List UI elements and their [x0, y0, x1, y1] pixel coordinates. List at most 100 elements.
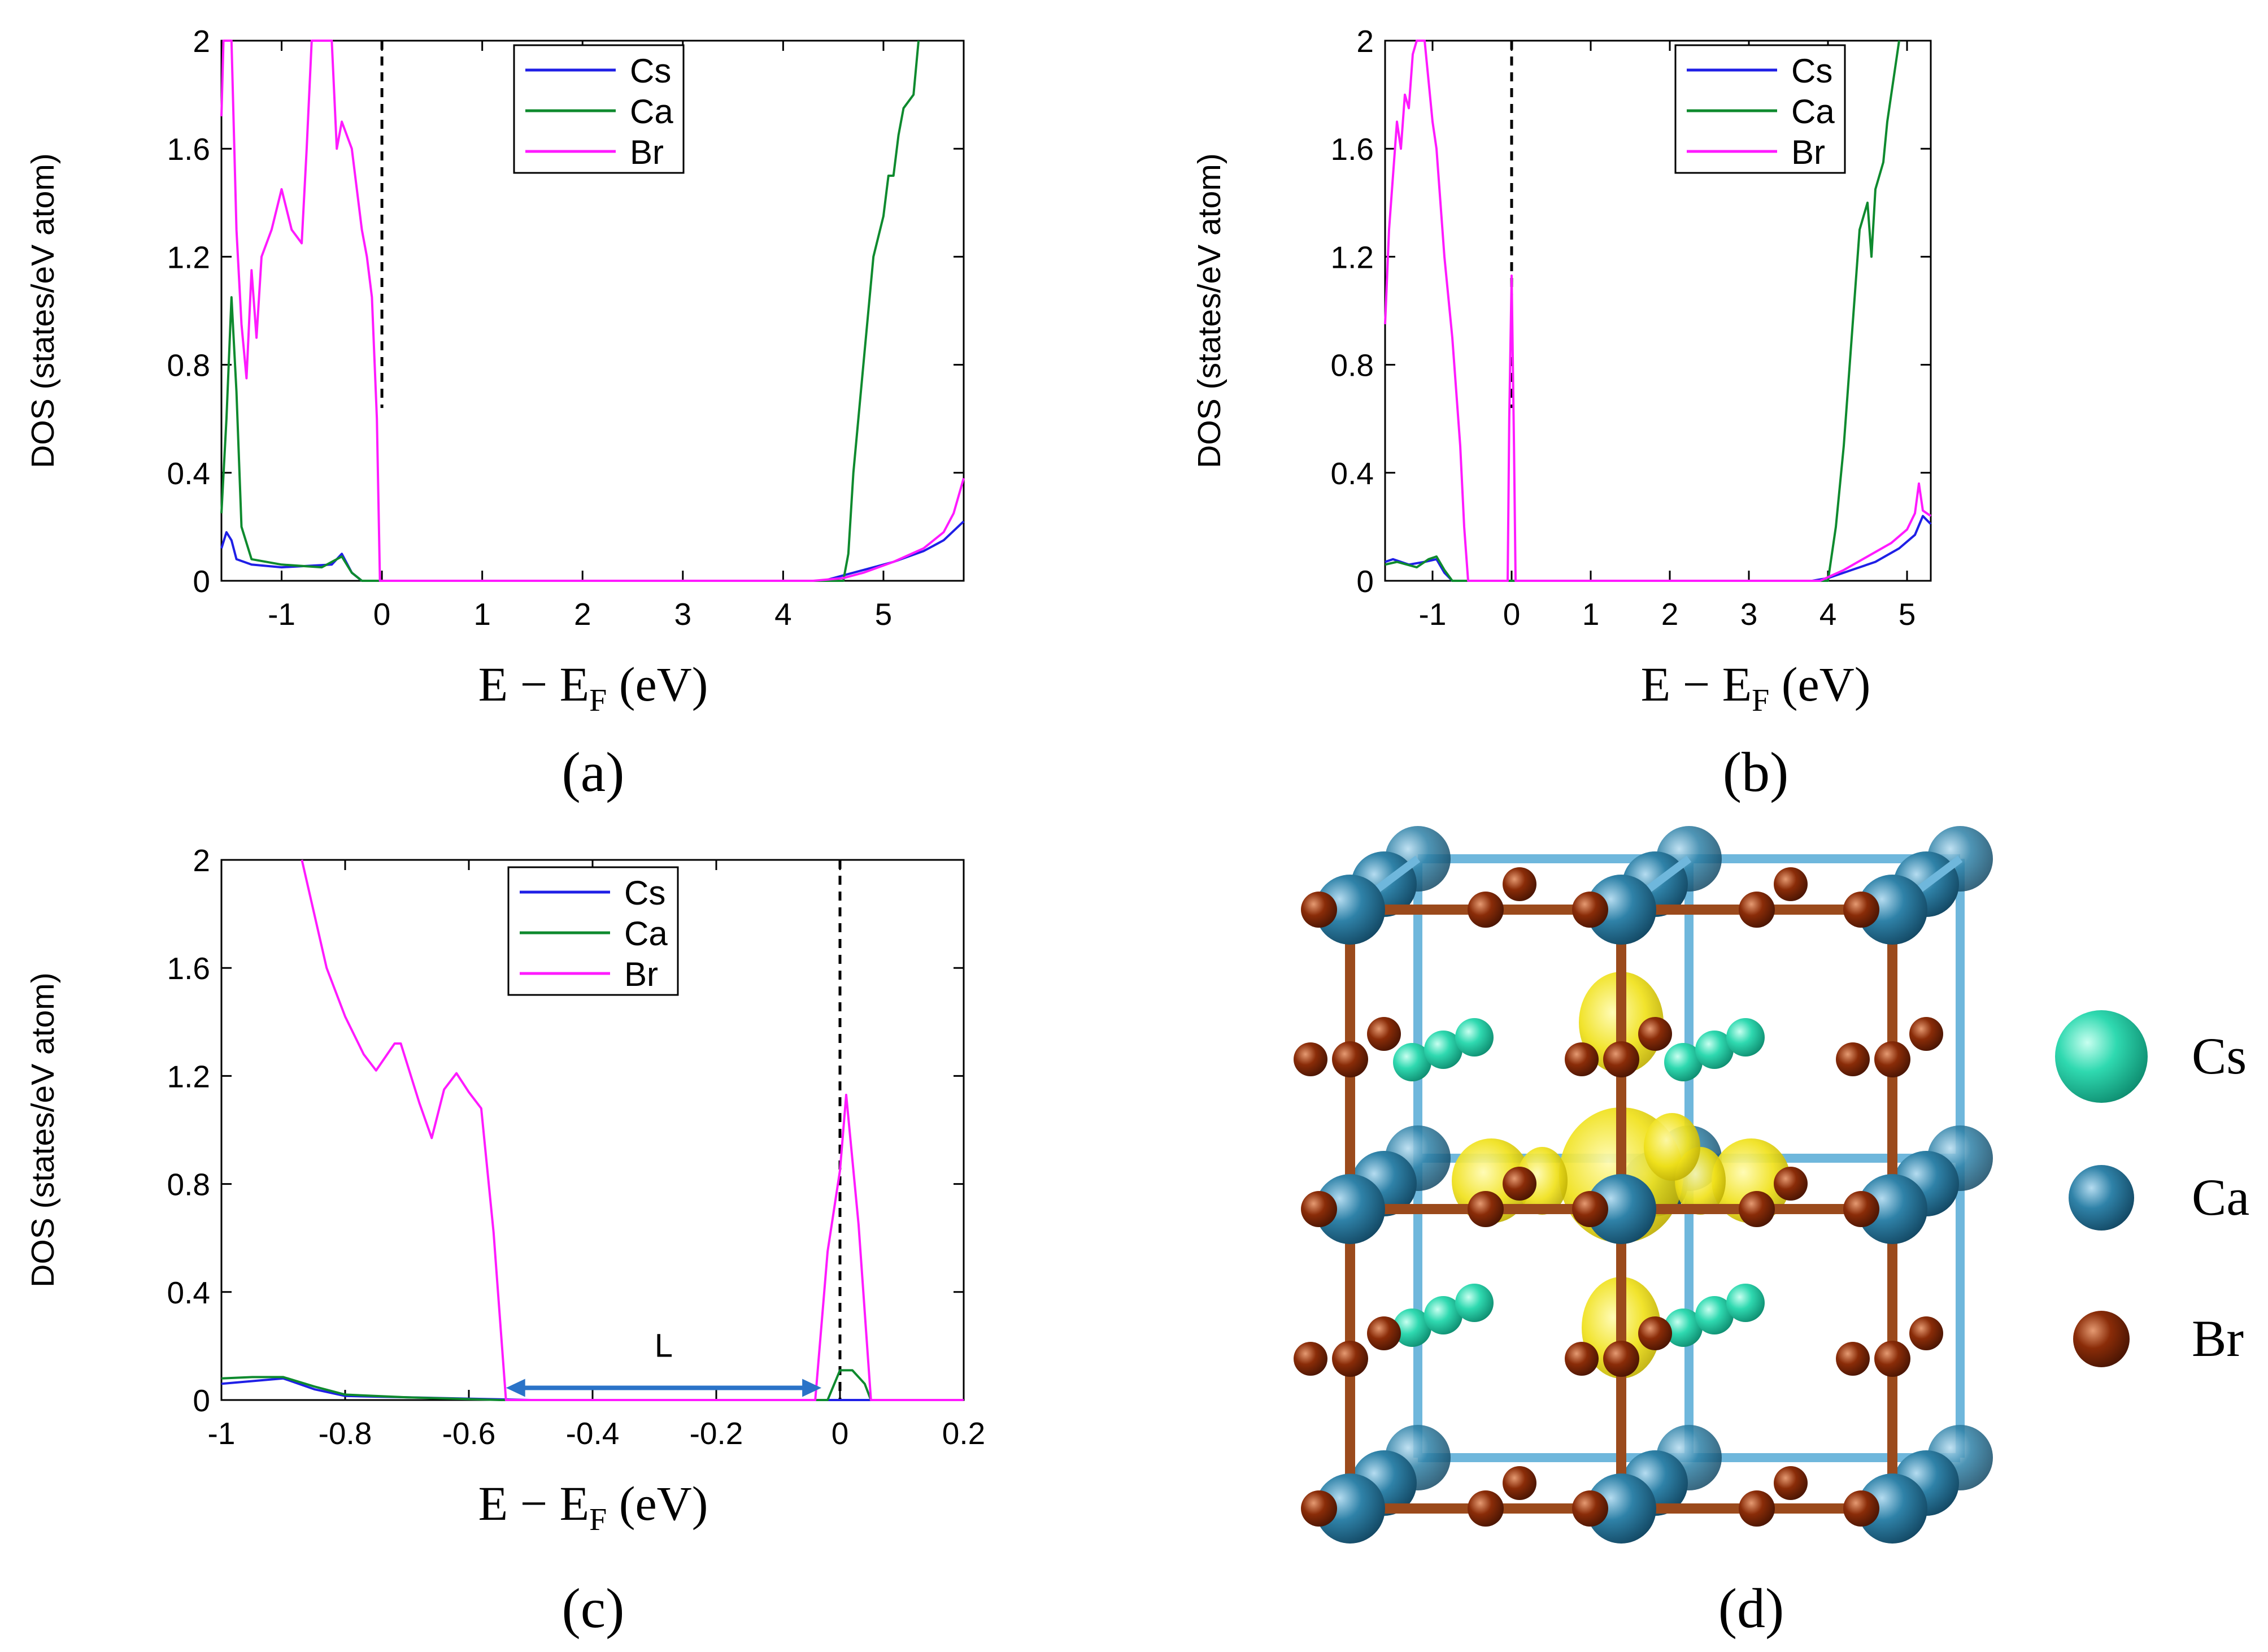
chart-c-ytick-label: 0.4: [167, 1275, 210, 1310]
ca-atom-front: [1586, 1174, 1656, 1244]
br-atom: [1739, 1490, 1775, 1527]
chart-b-legend-label-br: Br: [1791, 133, 1825, 171]
cs-atom: [1664, 1043, 1703, 1081]
chart-c-caption: (c): [562, 1577, 625, 1640]
chart-b-xtick-label: 2: [1661, 597, 1679, 632]
br-atom: [1739, 892, 1775, 928]
chart-a-caption: (a): [562, 741, 625, 803]
ca-atom-front: [1857, 1174, 1927, 1244]
br-atom: [1774, 1466, 1808, 1500]
chart-a-ytick-label: 1.2: [167, 240, 210, 275]
chart-c-ytick-label: 1.6: [167, 951, 210, 986]
chart-b-xtick-label: 4: [1819, 597, 1837, 632]
br-atom-front: [1843, 892, 1879, 928]
cs-atom: [1695, 1031, 1734, 1069]
chart-b-ytick-label: 1.6: [1331, 132, 1374, 167]
br-atom: [1503, 1466, 1536, 1500]
chart-c-xtick-label: -0.8: [319, 1416, 372, 1451]
br-atom: [1468, 1191, 1504, 1227]
chart-a-xtick-label: 2: [574, 597, 591, 632]
br-atom: [1874, 1041, 1910, 1077]
ca-atom-front: [1586, 875, 1656, 945]
charge-density-isosurface: [1644, 1113, 1700, 1181]
cs-atom: [1664, 1308, 1703, 1347]
legend-cs-label: Cs: [2192, 1027, 2247, 1085]
chart-b-xtick-label: 0: [1503, 597, 1521, 632]
chart-c-ytick-label: 1.2: [167, 1059, 210, 1094]
cs-atom: [1726, 1018, 1765, 1057]
br-atom: [1603, 1041, 1639, 1077]
br-atom: [1909, 1316, 1943, 1350]
chart-c-gap-arrow-left-head: [506, 1379, 525, 1397]
br-atom-front: [1301, 1191, 1337, 1227]
chart-b-ytick-label: 2: [1356, 24, 1374, 59]
chart-a-xtick-label: 3: [674, 597, 692, 632]
chart-c-xtick-label: 0.2: [942, 1416, 985, 1451]
br-atom: [1468, 1490, 1504, 1527]
chart-c-ytick-label: 2: [193, 843, 210, 878]
charge-density-isosurface: [1517, 1147, 1568, 1215]
chart-b-series-br: [1384, 40, 1932, 582]
chart-a-ytick-label: 0.4: [167, 456, 210, 491]
chart-c-xlabel: E − EF (eV): [478, 1476, 708, 1537]
chart-b-ytick-label: 1.2: [1331, 240, 1374, 275]
cs-atom: [1695, 1296, 1734, 1334]
legend-ca-atom: [2069, 1165, 2134, 1231]
chart-c-series-ca: [221, 1369, 964, 1401]
chart-a-series-ca: [220, 40, 920, 582]
legend-br-label: Br: [2192, 1310, 2244, 1367]
chart-b-plot-frame: [1384, 40, 1932, 582]
br-atom: [1294, 1342, 1327, 1376]
br-atom: [1367, 1316, 1401, 1350]
chart-c-legend-label-ca: Ca: [624, 915, 668, 953]
br-atom: [1468, 892, 1504, 928]
chart-c-legend-label-br: Br: [624, 955, 658, 993]
ca-atom-front: [1315, 1174, 1385, 1244]
chart-c-xtick-label: -0.2: [690, 1416, 743, 1451]
legend-br-atom: [2073, 1311, 2130, 1367]
chart-c-ylabel: DOS (states/eV atom): [25, 972, 61, 1288]
br-atom: [1332, 1041, 1368, 1077]
chart-a-xtick-label: -1: [268, 597, 295, 632]
panel-d-legend: Cs Ca Br: [2055, 1010, 2249, 1367]
chart-a-legend-label-br: Br: [630, 133, 664, 171]
chart-a-ytick-label: 0.8: [167, 348, 210, 383]
chart-c-ytick-label: 0.8: [167, 1167, 210, 1202]
chart-a-series-br: [220, 40, 965, 582]
chart-a-xtick-label: 4: [774, 597, 792, 632]
br-atom: [1332, 1341, 1368, 1377]
cs-atom: [1455, 1284, 1494, 1322]
ca-atom-front: [1315, 1473, 1385, 1544]
br-atom: [1774, 1167, 1808, 1201]
br-atom: [1774, 867, 1808, 901]
chart-a-xtick-label: 5: [875, 597, 893, 632]
chart-a-ytick-label: 0: [193, 564, 210, 599]
br-atom-front: [1572, 892, 1608, 928]
cs-atom: [1726, 1284, 1765, 1322]
chart-a-ytick-label: 1.6: [167, 132, 210, 167]
chart-b-xlabel: E − EF (eV): [1641, 657, 1871, 718]
br-atom: [1565, 1342, 1599, 1376]
chart-a-xlabel: E − EF (eV): [478, 657, 708, 718]
chart-b-xtick-label: 3: [1740, 597, 1758, 632]
cs-atom: [1424, 1031, 1462, 1069]
chart-c-ytick-label: 0: [193, 1383, 210, 1418]
br-atom: [1503, 867, 1536, 901]
panel-d-crystal-structure: [1294, 826, 1993, 1544]
chart-c-legend-label-cs: Cs: [624, 874, 665, 912]
chart-a-xtick-label: 1: [473, 597, 491, 632]
br-atom-front: [1572, 1490, 1608, 1527]
cs-atom: [1393, 1043, 1431, 1081]
br-atom-front: [1301, 892, 1337, 928]
chart-b-ytick-label: 0.4: [1331, 456, 1374, 491]
chart-b-xtick-label: 5: [1899, 597, 1916, 632]
panel-d-caption: (d): [1718, 1577, 1784, 1640]
chart-b-series-ca: [1385, 40, 1900, 582]
chart-b-legend-label-cs: Cs: [1791, 52, 1832, 90]
chart-a-ylabel: DOS (states/eV atom): [25, 153, 61, 468]
br-atom-front: [1843, 1191, 1879, 1227]
br-atom: [1565, 1042, 1599, 1076]
chart-b-caption: (b): [1723, 741, 1789, 803]
